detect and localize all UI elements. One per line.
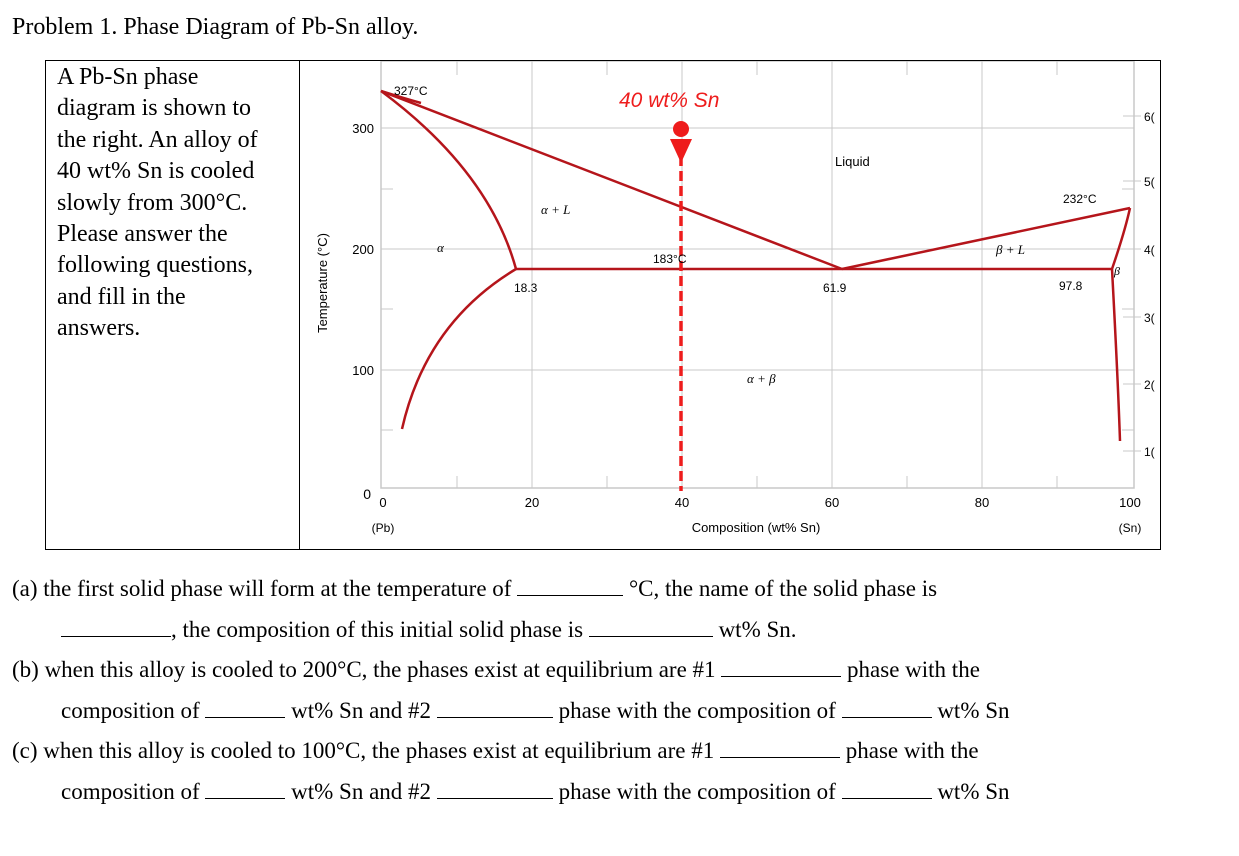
- diagram-gridlines: [381, 61, 1134, 488]
- question-c-text-6: wt% Sn: [937, 779, 1010, 804]
- question-c-line-1: (c) when this alloy is cooled to 100°C, …: [12, 737, 979, 764]
- intro-line-4: 40 wt% Sn is cooled: [57, 158, 255, 185]
- intro-line-9: answers.: [57, 315, 141, 342]
- sn-melting-point: 232°C: [1063, 192, 1097, 206]
- answer-blank-a-phase[interactable]: [61, 616, 171, 637]
- intro-line-7: following questions,: [57, 252, 253, 279]
- question-c-line-2: composition of wt% Sn and #2 phase with …: [61, 778, 1010, 805]
- region-liquid: Liquid: [835, 154, 870, 169]
- beta-max-solubility: 97.8: [1059, 279, 1083, 293]
- intro-line-8: and fill in the: [57, 283, 186, 310]
- liquidus-right: [841, 206, 1131, 271]
- question-b-text-6: wt% Sn: [937, 698, 1010, 723]
- x-tick-80: 80: [975, 495, 989, 510]
- solidus-alpha-inner: [380, 89, 422, 105]
- problem-title: Problem 1. Phase Diagram of Pb-Sn alloy.: [12, 14, 419, 40]
- intro-line-5: slowly from 300°C.: [57, 189, 248, 216]
- answer-blank-a-composition[interactable]: [588, 616, 713, 637]
- question-b-text-3: composition of: [61, 698, 200, 723]
- region-alpha: α: [437, 240, 445, 255]
- answer-blank-b-composition-1[interactable]: [205, 697, 286, 718]
- alloy-start-marker: [673, 121, 689, 137]
- alpha-max-solubility: 18.3: [514, 281, 538, 295]
- answer-blank-c-composition-1[interactable]: [205, 778, 286, 799]
- answer-blank-b-composition-2[interactable]: [841, 697, 932, 718]
- eutectic-temperature: 183°C: [653, 252, 687, 266]
- right-tick-50: 5(: [1144, 175, 1155, 189]
- intro-line-1: A Pb-Sn phase: [57, 64, 199, 90]
- answer-blank-b-phase-1[interactable]: [721, 656, 842, 677]
- right-tick-10: 1(: [1144, 445, 1155, 459]
- question-a-text-4: wt% Sn.: [718, 617, 797, 642]
- question-c-text-2: phase with the: [845, 738, 979, 763]
- question-a-text-2: °C, the name of the solid phase is: [628, 576, 938, 601]
- answer-blank-a-temperature[interactable]: [517, 575, 624, 596]
- intro-line-2: diagram is shown to: [57, 95, 251, 122]
- y-axis-label: Temperature (°C): [315, 233, 330, 333]
- alloy-label: 40 wt% Sn: [619, 89, 719, 112]
- y-tick-0: 0: [363, 486, 371, 502]
- solidus-alpha: [380, 89, 518, 270]
- frame-divider: [299, 60, 300, 550]
- x-axis-label: Composition (wt% Sn): [692, 520, 821, 535]
- diagram-plot-area: [380, 61, 1135, 489]
- answer-blank-c-composition-2[interactable]: [841, 778, 932, 799]
- solvus-alpha: [400, 267, 517, 430]
- region-beta-liquid: β + L: [995, 242, 1025, 257]
- solidus-beta: [1110, 207, 1132, 270]
- question-b-text-5: phase with the composition of: [558, 698, 836, 723]
- region-alpha-liquid: α + L: [541, 202, 570, 217]
- question-a-line-1: (a) the first solid phase will form at t…: [12, 575, 937, 602]
- solvus-beta: [1110, 268, 1122, 442]
- question-c-text-1: (c) when this alloy is cooled to 100°C, …: [12, 738, 715, 763]
- eutectic-composition: 61.9: [823, 281, 847, 295]
- answer-blank-c-phase-1[interactable]: [720, 737, 840, 758]
- intro-line-3: the right. An alloy of: [57, 126, 258, 153]
- x-tick-0: 0: [379, 495, 386, 510]
- intro-line-6: Please answer the: [57, 221, 228, 248]
- question-b-text-4: wt% Sn and #2: [291, 698, 432, 723]
- problem-intro: A Pb-Sn phase diagram is shown to the ri…: [57, 62, 293, 345]
- x-axis-left-end: (Pb): [372, 521, 395, 535]
- question-c-text-3: composition of: [61, 779, 200, 804]
- x-axis-right-end: (Sn): [1119, 521, 1142, 535]
- right-tick-40: 4(: [1144, 243, 1155, 257]
- y-tick-200: 200: [352, 242, 374, 257]
- question-a-text-1: (a) the first solid phase will form at t…: [12, 576, 512, 601]
- answer-blank-c-phase-2[interactable]: [436, 778, 553, 799]
- region-beta: β: [1113, 264, 1120, 278]
- question-c-text-4: wt% Sn and #2: [291, 779, 432, 804]
- right-axis-ticks: [1123, 115, 1141, 452]
- y-tick-100: 100: [352, 363, 374, 378]
- question-c-text-5: phase with the composition of: [558, 779, 836, 804]
- pb-melting-point: 327°C: [394, 84, 428, 98]
- right-tick-30: 3(: [1144, 311, 1155, 325]
- answer-blank-b-phase-2[interactable]: [436, 697, 553, 718]
- question-b-line-2: composition of wt% Sn and #2 phase with …: [61, 697, 1010, 724]
- question-a-text-3: , the composition of this initial solid …: [171, 617, 584, 642]
- question-b-text-2: phase with the: [847, 657, 980, 682]
- y-tick-300: 300: [352, 121, 374, 136]
- x-tick-60: 60: [825, 495, 839, 510]
- diagram-minor-ticks: [381, 61, 1134, 488]
- alloy-arrow-icon: [670, 139, 692, 163]
- right-tick-20: 2(: [1144, 378, 1155, 392]
- x-tick-40: 40: [675, 495, 689, 510]
- question-b-text-1: (b) when this alloy is cooled to 200°C, …: [12, 657, 716, 682]
- question-b-line-1: (b) when this alloy is cooled to 200°C, …: [12, 656, 980, 683]
- phase-diagram: Temperature (°C) 0 100 200 300 0 20 40 6…: [315, 61, 1155, 535]
- question-a-line-2: , the composition of this initial solid …: [61, 616, 797, 643]
- right-tick-60: 6(: [1144, 110, 1155, 124]
- x-tick-20: 20: [525, 495, 539, 510]
- liquidus-left: [380, 89, 843, 271]
- region-alpha-beta: α + β: [747, 371, 776, 386]
- x-tick-100: 100: [1119, 495, 1141, 510]
